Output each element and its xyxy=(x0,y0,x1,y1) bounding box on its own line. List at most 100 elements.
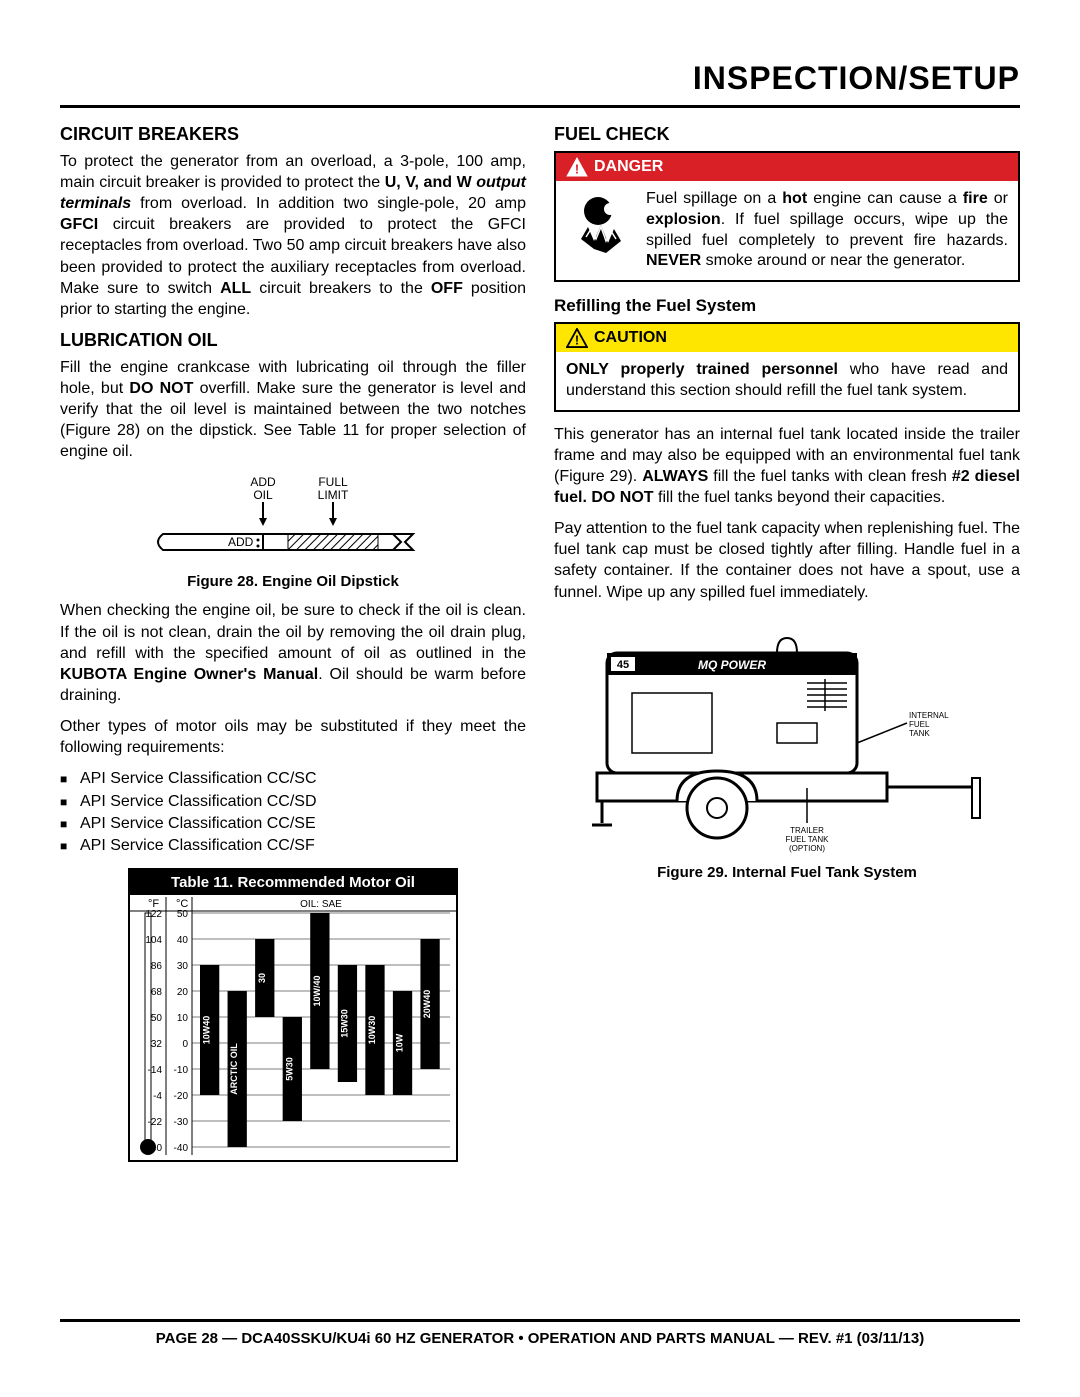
lubrication-p2: When checking the engine oil, be sure to… xyxy=(60,600,526,706)
text-bold: explosion xyxy=(646,211,721,228)
list-item: API Service Classification CC/SE xyxy=(60,813,526,835)
text: circuit breakers to the xyxy=(251,280,431,297)
caution-text: ONLY properly trained personnel who have… xyxy=(566,360,1008,402)
svg-text:10: 10 xyxy=(177,1013,189,1024)
svg-text:ARCTIC OIL: ARCTIC OIL xyxy=(229,1043,239,1095)
figure-28-dipstick: ADD OIL FULL LIMIT ADD xyxy=(60,472,526,567)
api-classification-list: API Service Classification CC/SC API Ser… xyxy=(60,768,526,858)
svg-text:-4: -4 xyxy=(153,1091,162,1102)
text-bold: NEVER xyxy=(646,252,701,269)
svg-text:-22: -22 xyxy=(148,1117,163,1128)
text: from overload. In addition two single-po… xyxy=(131,195,526,212)
svg-text:104: 104 xyxy=(145,935,162,946)
badge-45: 45 xyxy=(617,659,629,671)
svg-text:LIMIT: LIMIT xyxy=(318,488,349,502)
svg-text:10W: 10W xyxy=(395,1033,405,1052)
page-title: INSPECTION/SETUP xyxy=(60,60,1020,97)
brand-label: MQ POWER xyxy=(698,658,766,672)
svg-text:68: 68 xyxy=(151,987,163,998)
left-column: CIRCUIT BREAKERS To protect the generato… xyxy=(60,124,526,1162)
svg-text:15W30: 15W30 xyxy=(339,1009,349,1038)
text: or xyxy=(988,190,1008,207)
text: When checking the engine oil, be sure to… xyxy=(60,602,526,661)
title-rule xyxy=(60,105,1020,108)
svg-text:20: 20 xyxy=(177,987,189,998)
svg-text:5W30: 5W30 xyxy=(284,1057,294,1081)
svg-text:OIL: SAE: OIL: SAE xyxy=(300,899,342,910)
fuel-p1: This generator has an internal fuel tank… xyxy=(554,424,1020,508)
text-bold: ALL xyxy=(220,280,251,297)
svg-text:10W/40: 10W/40 xyxy=(312,975,322,1006)
text-bold: fire xyxy=(963,190,988,207)
table-11-motor-oil: Table 11. Recommended Motor Oil °F°COIL:… xyxy=(128,868,458,1162)
text: smoke around or near the generator. xyxy=(701,252,965,269)
text-bold: U, V, and W xyxy=(385,174,477,191)
add-oil-label: ADD xyxy=(250,475,276,489)
svg-text:-30: -30 xyxy=(174,1117,189,1128)
heading-lubrication: LUBRICATION OIL xyxy=(60,330,526,351)
fuel-p2: Pay attention to the fuel tank capacity … xyxy=(554,518,1020,602)
caution-label: CAUTION xyxy=(594,329,667,347)
svg-text:30: 30 xyxy=(257,973,267,983)
svg-text:40: 40 xyxy=(177,935,189,946)
svg-text:122: 122 xyxy=(145,909,162,920)
caution-box: ! CAUTION ONLY properly trained personne… xyxy=(554,322,1020,412)
figure-28-caption: Figure 28. Engine Oil Dipstick xyxy=(60,573,526,590)
svg-text:!: ! xyxy=(575,161,579,176)
list-item: API Service Classification CC/SF xyxy=(60,835,526,857)
svg-text:-40: -40 xyxy=(174,1143,189,1154)
full-limit-label: FULL xyxy=(318,475,348,489)
danger-box: ! DANGER Fuel spillage on a hot engine c… xyxy=(554,151,1020,282)
text: fill the fuel tanks with clean fresh xyxy=(708,468,952,485)
svg-text:86: 86 xyxy=(151,961,163,972)
svg-text:TANK: TANK xyxy=(909,729,930,738)
text-bold: hot xyxy=(782,190,807,207)
svg-text:32: 32 xyxy=(151,1039,163,1050)
figure-29-caption: Figure 29. Internal Fuel Tank System xyxy=(554,864,1020,881)
text-bold: GFCI xyxy=(60,216,98,233)
svg-text:!: ! xyxy=(575,333,579,348)
text: fill the fuel tanks beyond their capacit… xyxy=(654,489,946,506)
svg-text:FUEL TANK: FUEL TANK xyxy=(786,835,830,844)
footer-text: PAGE 28 — DCA40SSKU/KU4i 60 HZ GENERATOR… xyxy=(60,1330,1020,1347)
svg-text:(OPTION): (OPTION) xyxy=(789,844,825,853)
trailer-fuel-label: TRAILER xyxy=(790,826,824,835)
table-11-title: Table 11. Recommended Motor Oil xyxy=(130,870,456,895)
lubrication-p3: Other types of motor oils may be substit… xyxy=(60,716,526,758)
circuit-breakers-text: To protect the generator from an overloa… xyxy=(60,151,526,320)
figure-29-fuel-tank: MQ POWER 45 xyxy=(554,613,1020,858)
caution-header: ! CAUTION xyxy=(556,324,1018,352)
svg-text:20W40: 20W40 xyxy=(422,989,432,1018)
svg-text:-20: -20 xyxy=(174,1091,189,1102)
page-footer: PAGE 28 — DCA40SSKU/KU4i 60 HZ GENERATOR… xyxy=(60,1311,1020,1347)
internal-fuel-label: INTERNAL xyxy=(909,711,949,720)
oil-chart: °F°COIL: SAE1225010440863068205010320-14… xyxy=(130,895,456,1155)
text-bold: OFF xyxy=(431,280,463,297)
svg-text:-14: -14 xyxy=(148,1065,163,1076)
refilling-heading: Refilling the Fuel System xyxy=(554,296,1020,316)
footer-rule xyxy=(60,1319,1020,1322)
text-bold: ONLY properly trained personnel xyxy=(566,361,838,378)
warning-triangle-icon: ! xyxy=(566,157,588,177)
text: engine can cause a xyxy=(807,190,963,207)
list-item: API Service Classification CC/SD xyxy=(60,791,526,813)
warning-triangle-icon: ! xyxy=(566,328,588,348)
danger-header: ! DANGER xyxy=(556,153,1018,181)
svg-text:50: 50 xyxy=(177,909,189,920)
svg-text:30: 30 xyxy=(177,961,189,972)
svg-text:10W30: 10W30 xyxy=(367,1015,377,1044)
text-bold: KUBOTA Engine Owner's Manual xyxy=(60,666,318,683)
svg-text:OIL: OIL xyxy=(253,488,273,502)
text: Fuel spillage on a xyxy=(646,190,782,207)
svg-text:10W40: 10W40 xyxy=(202,1015,212,1044)
content-columns: CIRCUIT BREAKERS To protect the generato… xyxy=(60,124,1020,1162)
list-item: API Service Classification CC/SC xyxy=(60,768,526,790)
lubrication-p1: Fill the engine crankcase with lubricati… xyxy=(60,357,526,463)
svg-text:50: 50 xyxy=(151,1013,163,1024)
danger-label: DANGER xyxy=(594,158,663,176)
text-bold: ALWAYS xyxy=(642,468,708,485)
heading-fuel-check: FUEL CHECK xyxy=(554,124,1020,145)
add-label: ADD xyxy=(228,535,254,549)
danger-text: Fuel spillage on a hot engine can cause … xyxy=(646,189,1008,272)
text-bold: DO NOT xyxy=(129,380,193,397)
